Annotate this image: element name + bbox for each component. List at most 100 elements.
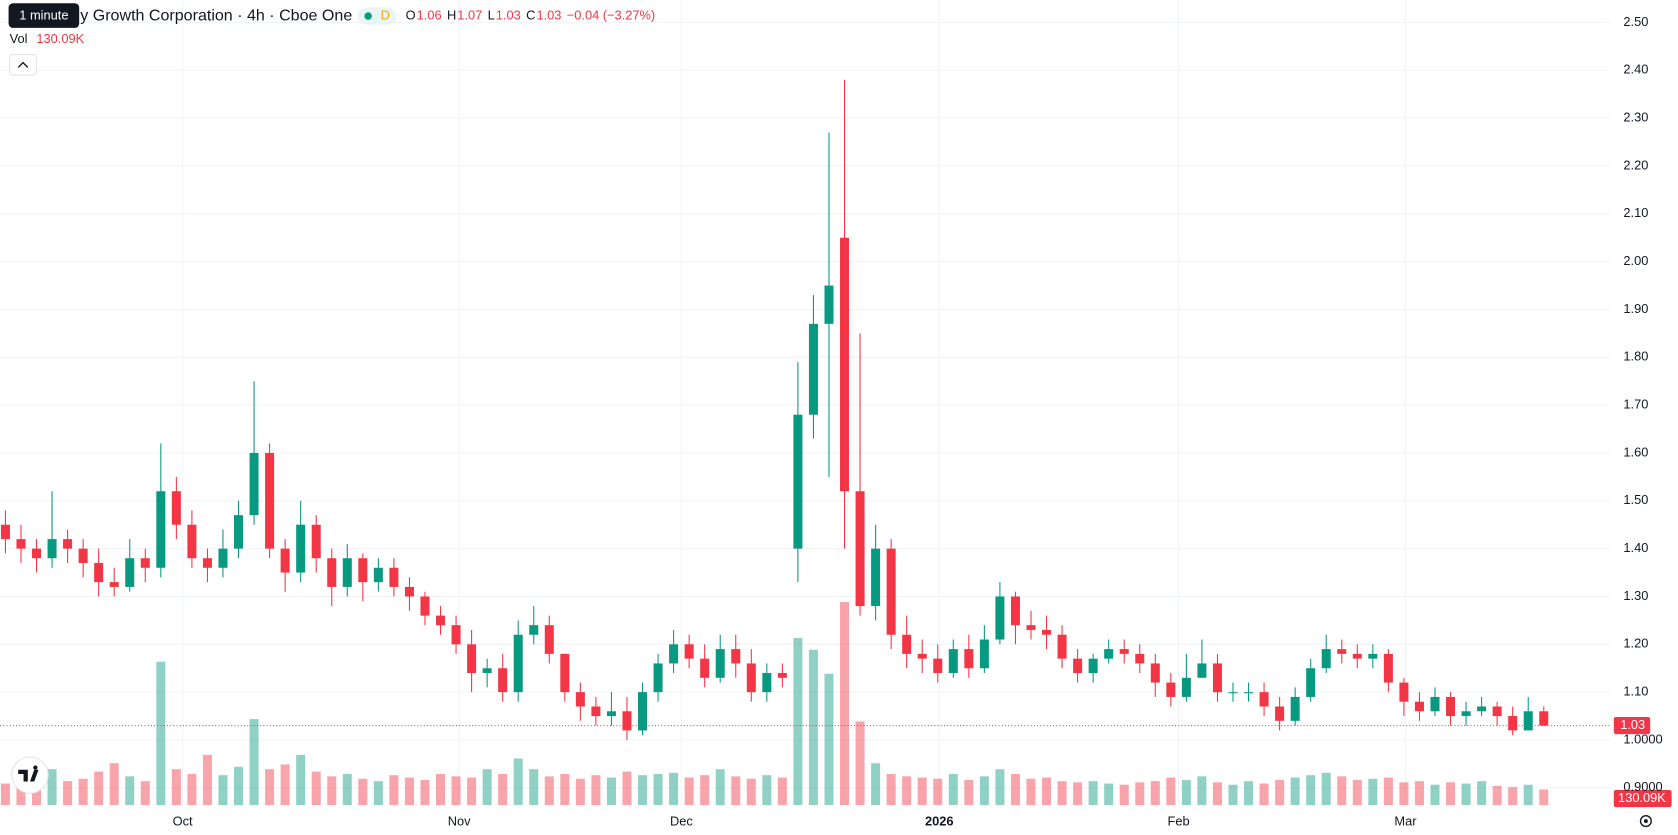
logo-badge[interactable] (11, 756, 49, 794)
volume-bar (467, 777, 477, 806)
candle-body (1306, 668, 1316, 697)
settings-icon[interactable] (1639, 815, 1652, 828)
volume-bar (1197, 776, 1207, 806)
last-price-box (1613, 717, 1651, 735)
candle-body (47, 539, 57, 559)
volume-bar (1352, 779, 1362, 806)
volume-bar (653, 773, 663, 806)
volume-bar (606, 777, 616, 806)
volume-bar (311, 771, 321, 806)
volume-bar (855, 721, 865, 806)
candle-body (902, 634, 912, 654)
candle-body (793, 414, 803, 549)
y-tick-label: 1.20 (1623, 636, 1648, 651)
last-volume-label: 130.09K (1618, 790, 1666, 805)
candle-body (1042, 629, 1052, 635)
tooltip: 1 minute (19, 7, 68, 22)
candle-layer (0, 79, 1549, 740)
status-pill[interactable] (357, 7, 396, 25)
candle-body (16, 539, 26, 549)
candle-body (731, 649, 741, 664)
volume-bar (342, 773, 352, 806)
volume-bar (1026, 778, 1036, 806)
volume-bar (1181, 779, 1191, 806)
candle-body (32, 548, 42, 559)
ohlc-key: L (488, 7, 495, 22)
ohlc-legend: O 1.06 H 1.07 L 1.03 C 1.03 −0.04 (−3.27%) (406, 7, 656, 22)
candle-body (358, 558, 368, 583)
candle-body (1539, 711, 1549, 726)
volume-bar (746, 778, 756, 806)
candle-body (591, 706, 601, 717)
y-tick-label: 1.70 (1623, 397, 1648, 412)
candle-body (1244, 692, 1254, 694)
candle-body (265, 452, 275, 549)
x-tick-label: Oct (173, 814, 193, 829)
symbol-title[interactable]: y Growth Corporation · 4h · Cboe One (80, 6, 352, 24)
last-price-label: 1.03 (1620, 717, 1645, 732)
candle-body (1150, 663, 1160, 683)
volume-bar (1508, 787, 1518, 806)
candle-body (1212, 663, 1222, 693)
volume-bar (1446, 782, 1456, 806)
candle-body (78, 548, 88, 563)
ohlc-key: C (526, 7, 535, 22)
collapse-icon (17, 61, 29, 68)
candle-body (1523, 711, 1533, 731)
volume-bar (1414, 781, 1424, 806)
y-tick-label: 2.30 (1623, 110, 1648, 125)
candle-body (1414, 701, 1424, 712)
candle-body (1399, 682, 1409, 702)
y-tick-label: 1.60 (1623, 444, 1648, 459)
x-tick-label: Dec (670, 814, 693, 829)
candle-body (777, 673, 787, 678)
candle-body (1352, 653, 1362, 659)
last-volume-box (1613, 790, 1672, 808)
volume-bar (296, 754, 306, 806)
ohlc-key: O (406, 7, 416, 22)
volume-bar (1244, 781, 1254, 806)
candle-body (575, 692, 585, 707)
candle-body (1508, 716, 1518, 731)
volume-bar (1399, 782, 1409, 806)
interval-badge: D (381, 7, 390, 22)
volume-bar (1290, 777, 1300, 806)
x-tick-label: Feb (1168, 814, 1190, 829)
y-tick-label: 2.50 (1623, 14, 1648, 29)
volume-bar (1492, 785, 1502, 806)
candle-body (1446, 696, 1456, 717)
volume-bar (1275, 779, 1285, 806)
candle-body (202, 558, 212, 568)
collapse-button[interactable] (9, 54, 37, 76)
volume-bar (436, 773, 446, 806)
volume-bar (373, 781, 383, 806)
y-tick-label: 0.9000 (1623, 779, 1662, 794)
candle-body (1073, 658, 1083, 674)
candle-body (746, 663, 756, 693)
volume-bar (964, 779, 974, 806)
volume-bar (125, 776, 135, 806)
volume-bar (529, 769, 539, 806)
volume-bar (591, 775, 601, 806)
volume-bar (1337, 776, 1347, 806)
candle-body (280, 548, 290, 573)
candle-body (886, 548, 896, 635)
candle-body (140, 558, 150, 568)
candle-body (995, 596, 1005, 640)
x-tick-label: 2026 (925, 814, 954, 829)
candle-body (808, 323, 818, 415)
volume-bar (1104, 783, 1114, 806)
overlay: 1.03 130.09K (0, 717, 1672, 808)
logo (18, 765, 39, 782)
candle-body (0, 524, 10, 540)
candle-body (1026, 625, 1036, 630)
candle-body (373, 567, 383, 583)
candle-body (467, 644, 477, 674)
volume-bar (78, 778, 88, 806)
volume-bar (327, 776, 337, 806)
candle-body (94, 562, 104, 583)
candle-body (1166, 682, 1176, 697)
candle-body (125, 558, 135, 587)
candle-body (482, 668, 492, 674)
